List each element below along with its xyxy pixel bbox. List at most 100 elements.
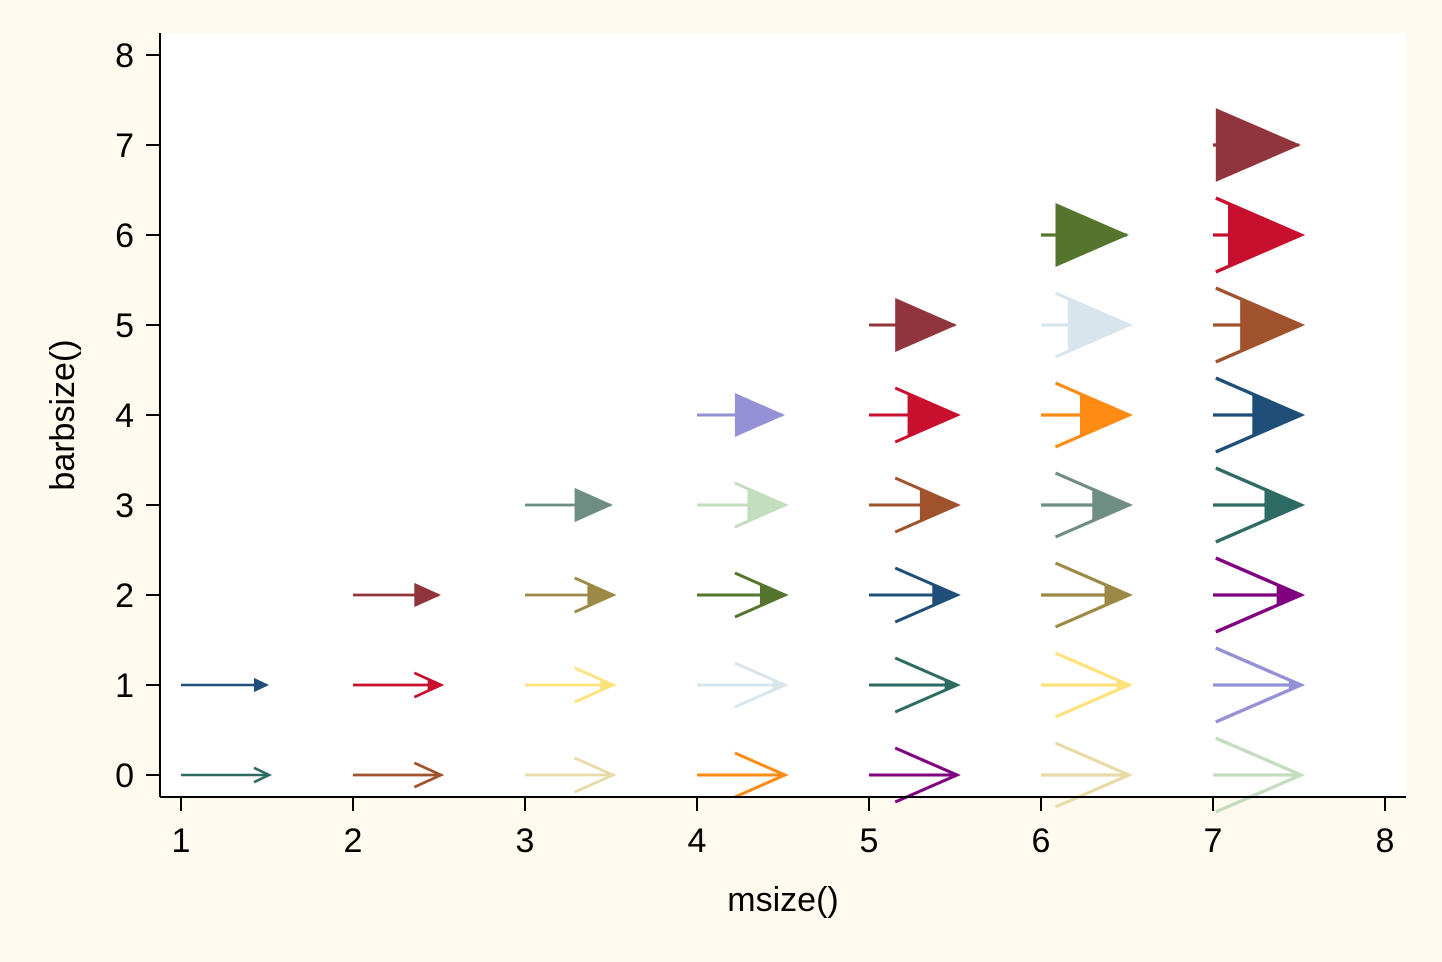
arrow-marker (1213, 196, 1306, 274)
y-tick-label: 4 (115, 397, 134, 435)
arrow-barb-fill (1092, 489, 1129, 521)
arrow-head (1215, 556, 1306, 634)
arrow-barb-fill (1067, 298, 1129, 352)
x-tick-label: 1 (172, 822, 191, 860)
y-tick-label: 1 (115, 667, 134, 705)
arrow-head (1215, 646, 1306, 724)
y-tick-label: 6 (115, 217, 134, 255)
arrow-head (1054, 381, 1134, 449)
y-tick-label: 5 (115, 307, 134, 345)
arrow-head (1215, 196, 1306, 274)
arrow-marker (697, 751, 789, 799)
arrow-barb-fill (907, 393, 957, 437)
arrow-marker (869, 656, 961, 714)
arrow-marker (525, 666, 617, 704)
arrow-marker (525, 756, 617, 794)
x-tick-label: 6 (1032, 822, 1051, 860)
arrow-head (894, 566, 961, 624)
arrow-head (1054, 291, 1134, 359)
arrow-marker (525, 576, 617, 614)
arrow-barb-fill (1104, 584, 1129, 606)
arrow-barb-fill (1276, 584, 1301, 606)
arrow-marker (869, 298, 957, 352)
arrow-marker (697, 571, 789, 619)
arrow-head (574, 666, 617, 704)
x-tick-label: 3 (516, 822, 535, 860)
arrow-head (1054, 561, 1134, 629)
arrow-barb-fill (1080, 393, 1129, 437)
arrow-marker (869, 386, 961, 444)
arrow-marker (1041, 651, 1134, 719)
arrow-marker (697, 661, 789, 709)
arrow-marker (181, 677, 269, 693)
arrow-marker (697, 481, 789, 529)
arrow-head (1054, 651, 1134, 719)
arrow-marker (1213, 646, 1306, 724)
arrow-barb-fill (1227, 203, 1301, 267)
arrow-marker (1213, 556, 1306, 634)
arrow-marker (869, 746, 961, 804)
arrow-head (1054, 471, 1134, 539)
arrow-head (895, 298, 957, 352)
arrow-marker (353, 582, 441, 608)
arrow-barb-fill (759, 583, 785, 607)
y-tick-label: 2 (115, 577, 134, 615)
x-tick-label: 2 (344, 822, 363, 860)
arrow-head (1055, 203, 1129, 267)
arrow-marker (1213, 286, 1306, 364)
arrow-head (734, 661, 789, 709)
arrow-head (734, 481, 789, 529)
x-tick-label: 5 (860, 822, 879, 860)
arrow-head (1215, 466, 1306, 544)
y-tick-label: 7 (115, 127, 134, 165)
arrow-head (894, 656, 961, 714)
arrow-head (1215, 376, 1306, 454)
arrow-head (413, 761, 445, 789)
arrow-barb-fill (1252, 393, 1301, 437)
y-axis-ticks: 0 1 2 3 4 5 6 7 8 (115, 37, 160, 795)
arrow-marker (1041, 291, 1134, 359)
arrow-head (413, 671, 445, 699)
arrow-marker (1041, 381, 1134, 449)
arrow-marker (869, 476, 961, 534)
arrow-head (1215, 108, 1301, 182)
y-axis-title: barbsize() (44, 339, 82, 490)
arrow-barb-fill (427, 678, 441, 692)
arrow-marker (1041, 203, 1129, 267)
x-tick-label: 4 (688, 822, 707, 860)
arrow-barb-fill (747, 488, 785, 522)
arrow-barb-fill (1264, 489, 1301, 521)
y-tick-label: 3 (115, 487, 134, 525)
arrow-head (253, 766, 273, 784)
arrow-head (894, 386, 961, 444)
arrow-head (734, 751, 789, 799)
arrow-head (574, 487, 613, 523)
arrow-head (574, 576, 617, 614)
arrow-marker (181, 766, 273, 784)
arrow-head (894, 746, 961, 804)
arrow-head (254, 677, 269, 693)
x-tick-label: 8 (1376, 822, 1395, 860)
y-tick-label: 0 (115, 757, 134, 795)
arrow-head (734, 571, 789, 619)
arrow-head (894, 476, 961, 534)
arrow-barb-fill (919, 488, 957, 522)
arrow-head (734, 392, 785, 438)
arrows-layer (181, 108, 1306, 814)
arrow-marker (1213, 376, 1306, 454)
arrow-barb-fill (1240, 298, 1301, 352)
x-axis-ticks: 1 2 3 4 5 6 7 8 (172, 797, 1395, 860)
arrow-barb-fill (932, 584, 957, 606)
arrow-marker (353, 761, 445, 789)
arrow-marker (1213, 466, 1306, 544)
arrow-barb-fill (587, 583, 613, 607)
arrow-marker (353, 671, 445, 699)
arrow-head (1215, 736, 1306, 814)
arrow-marker (525, 487, 613, 523)
arrow-marker (1041, 471, 1134, 539)
y-tick-label: 8 (115, 37, 134, 75)
x-tick-label: 7 (1204, 822, 1223, 860)
arrow-head (1215, 286, 1306, 364)
arrow-marker (1213, 108, 1301, 182)
